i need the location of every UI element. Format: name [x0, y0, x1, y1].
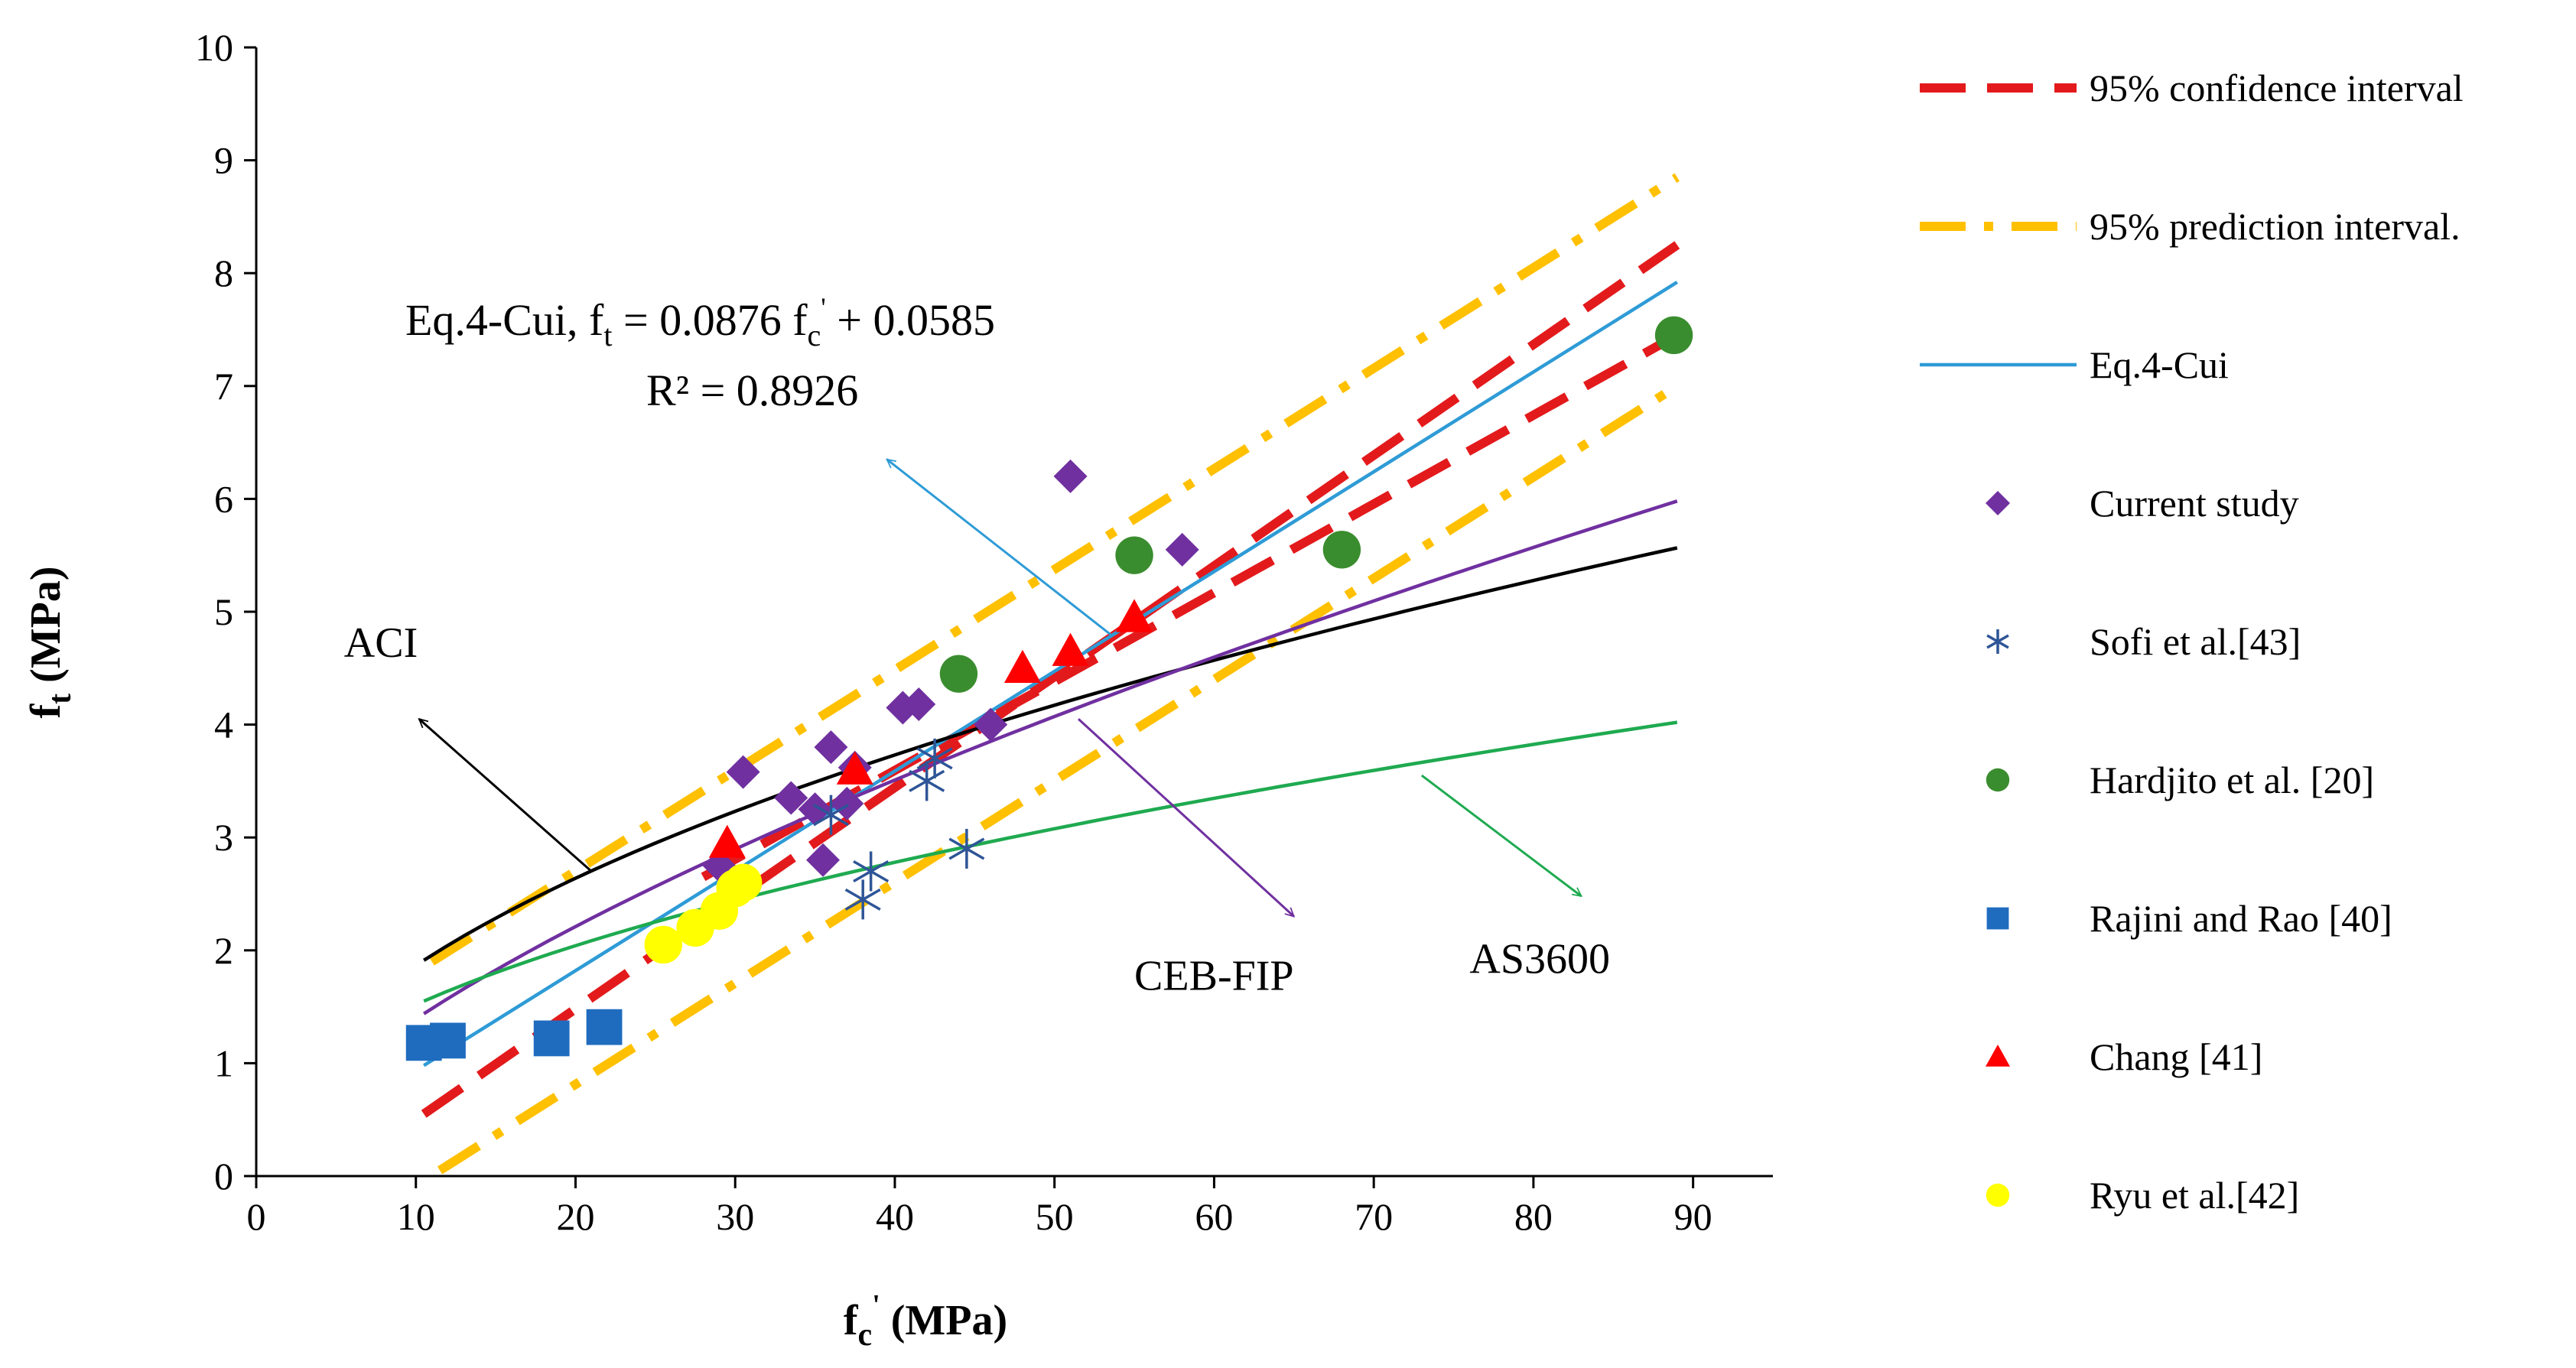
y-tick-label: 6 — [214, 477, 233, 520]
legend-label-95-confidence-interval: 95% confidence interval — [2090, 67, 2464, 109]
equation-text: Eq.4-Cui, ft = 0.0876 fc' + 0.0585 — [405, 292, 995, 353]
legend-label-current-study: Current study — [2090, 482, 2299, 525]
y-tick-label: 5 — [214, 590, 233, 633]
x-tick-label: 80 — [1514, 1195, 1553, 1238]
annotation-label-ceb-fip: CEB-FIP — [1134, 952, 1294, 999]
data-point-current-study — [902, 687, 936, 722]
curve-ceb-fip — [422, 499, 1678, 1015]
legend-swatch-rajini-and-rao-40 — [1986, 907, 2009, 930]
data-point-current-study — [814, 730, 848, 765]
curve-aci — [423, 546, 1678, 962]
data-point-sofi-et-al-43 — [909, 761, 945, 801]
annotation-arrow-as3600 — [1420, 774, 1582, 898]
data-point-current-study — [1165, 532, 1199, 567]
data-point-hardjito-et-al-20 — [1322, 531, 1361, 569]
data-point-chang-41 — [708, 824, 746, 858]
data-point-ryu-et-al-42 — [724, 863, 763, 902]
y-tick-label: 7 — [214, 365, 233, 408]
data-point-current-study — [974, 707, 1008, 742]
series-line-eq-4-cui — [422, 281, 1678, 1067]
series-line-95-confidence-interval — [421, 241, 1680, 1118]
y-tick-label: 1 — [214, 1041, 233, 1084]
y-tick-label: 10 — [195, 26, 233, 69]
x-tick-label: 20 — [556, 1195, 594, 1238]
data-point-hardjito-et-al-20 — [1654, 316, 1693, 355]
data-point-chang-41 — [1116, 599, 1153, 632]
x-tick-label: 10 — [397, 1195, 435, 1238]
data-point-current-study — [806, 843, 841, 877]
data-point-hardjito-et-al-20 — [939, 655, 978, 693]
y-tick-label: 4 — [214, 703, 233, 746]
x-tick-label: 40 — [876, 1195, 914, 1238]
data-point-current-study — [1053, 459, 1088, 493]
series-line-95-prediction-interval — [437, 382, 1680, 1175]
annotation-arrow-aci — [419, 719, 593, 872]
y-tick-label: 8 — [214, 252, 233, 294]
series-line-95-prediction-interval — [429, 173, 1680, 966]
x-tick-label: 0 — [247, 1195, 266, 1238]
r-squared-text: R² = 0.8926 — [646, 366, 858, 415]
legend-swatch-hardjito-et-al-20 — [1986, 768, 2010, 792]
series-line-95-confidence-interval — [701, 331, 1680, 882]
y-tick-label: 3 — [214, 816, 233, 859]
y-axis-title: ft (MPa) — [22, 566, 78, 718]
data-point-current-study — [798, 792, 832, 827]
data-point-current-study — [774, 781, 808, 815]
plot-lines — [421, 173, 1680, 1175]
legend-label-sofi-et-al-43: Sofi et al.[43] — [2090, 620, 2301, 663]
data-point-ryu-et-al-42 — [644, 925, 682, 964]
plot-points — [405, 316, 1693, 1061]
x-tick-label: 90 — [1674, 1195, 1712, 1238]
x-tick-label: 60 — [1195, 1195, 1233, 1238]
data-point-sofi-et-al-43 — [948, 828, 985, 869]
annotation-label-as3600: AS3600 — [1469, 935, 1610, 983]
y-tick-label: 0 — [214, 1155, 233, 1197]
y-tick-label: 2 — [214, 929, 233, 972]
legend-swatch-sofi-et-al-43 — [1986, 629, 2009, 654]
data-point-sofi-et-al-43 — [853, 851, 890, 892]
y-tick-label: 9 — [214, 139, 233, 182]
data-point-chang-41 — [836, 751, 873, 785]
data-point-sofi-et-al-43 — [812, 794, 849, 835]
x-tick-label: 30 — [716, 1195, 754, 1238]
legend-label-hardjito-et-al-20: Hardjito et al. [20] — [2090, 759, 2374, 801]
annotation-arrow-ceb-fip — [1077, 718, 1294, 916]
legend-swatch-current-study — [1986, 491, 2010, 515]
data-point-current-study — [726, 755, 760, 789]
data-point-chang-41 — [1052, 632, 1089, 666]
x-tick-label: 50 — [1036, 1195, 1074, 1238]
data-point-rajini-and-rao-40 — [430, 1022, 466, 1059]
legend-label-rajini-and-rao-40: Rajini and Rao [40] — [2090, 897, 2392, 940]
legend-label-eq-4-cui: Eq.4-Cui — [2090, 343, 2229, 386]
legend-swatch-chang-41 — [1986, 1045, 2010, 1067]
data-point-rajini-and-rao-40 — [586, 1009, 623, 1045]
legend: 95% confidence interval 95% prediction in… — [1920, 67, 2464, 1217]
data-point-hardjito-et-al-20 — [1115, 536, 1153, 574]
annotation-label-aci: ACI — [344, 619, 418, 667]
legend-label-chang-41: Chang [41] — [2090, 1035, 2262, 1078]
x-tick-label: 70 — [1355, 1195, 1393, 1238]
data-point-chang-41 — [1003, 649, 1041, 683]
annotations: ACI CEB-FIP AS3600 — [344, 460, 1610, 999]
x-axis-title: fc' (MPa) — [844, 1289, 1007, 1353]
axes: 0 10 20 30 40 50 60 70 80 90 0 1 2 3 4 5 6 7 8 9 10 — [195, 26, 1773, 1238]
curve-as3600 — [423, 720, 1678, 1003]
legend-label-95-prediction-interval: 95% prediction interval. — [2090, 205, 2461, 248]
data-point-rajini-and-rao-40 — [533, 1020, 570, 1057]
legend-swatch-ryu-et-al-42 — [1986, 1183, 2010, 1207]
data-point-sofi-et-al-43 — [844, 879, 881, 920]
annotation-arrow-eq-4-cui — [887, 460, 1111, 635]
data-point-sofi-et-al-43 — [916, 738, 953, 778]
legend-label-ryu-et-al-42: Ryu et al.[42] — [2090, 1174, 2299, 1217]
